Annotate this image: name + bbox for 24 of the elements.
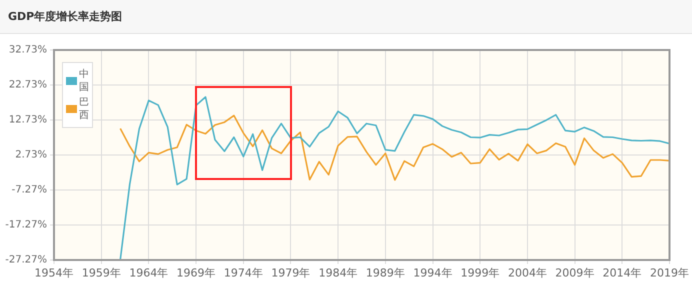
x-tick-label: 1999年	[460, 266, 500, 280]
y-tick-label: -7.27%	[12, 184, 47, 196]
x-tick-label: 2019年	[650, 266, 690, 280]
y-tick-label: 12.73%	[8, 114, 47, 126]
x-tick-label: 2004年	[508, 266, 547, 280]
y-tick-label: 2.73%	[15, 150, 47, 161]
x-tick-label: 1964年	[129, 266, 168, 280]
y-tick-label: 32.73%	[8, 44, 47, 56]
x-tick-label: 2009年	[555, 266, 594, 280]
x-tick-label: 1969年	[176, 266, 216, 280]
x-tick-label: 1959年	[82, 266, 121, 280]
y-tick-label: 22.73%	[8, 80, 47, 91]
chart-title: GDP年度增长率走势图	[8, 9, 122, 24]
x-tick-label: 1974年	[224, 266, 263, 280]
x-tick-label: 2014年	[602, 266, 642, 280]
legend-label: 巴西	[79, 96, 89, 122]
x-tick-label: 1994年	[413, 266, 452, 280]
x-tick-label: 1984年	[318, 266, 358, 280]
y-tick-label: -17.27%	[5, 220, 47, 231]
legend-label: 中国	[79, 68, 89, 94]
x-tick-label: 1979年	[271, 266, 310, 280]
y-tick-label: -27.27%	[5, 254, 47, 266]
x-tick-label: 1989年	[366, 266, 405, 280]
x-tick-label: 1954年	[34, 266, 74, 280]
